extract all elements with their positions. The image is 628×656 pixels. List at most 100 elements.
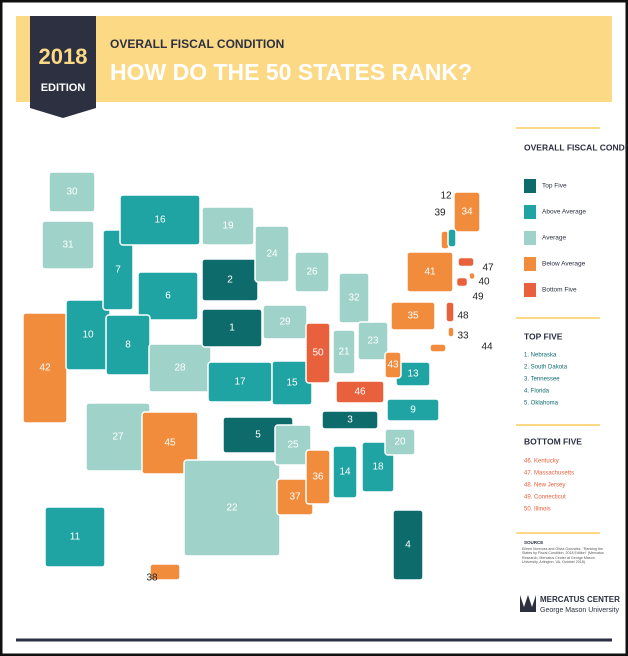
bottom-five-item: 50. Illinois bbox=[524, 507, 551, 513]
state-rank: 18 bbox=[372, 462, 384, 473]
state bbox=[447, 326, 455, 338]
state-rank: 13 bbox=[407, 369, 419, 380]
side-panel: OVERALL FISCAL CONDITION RANK TOP FIVE B… bbox=[516, 127, 628, 614]
legend-label: Below Average bbox=[542, 261, 586, 268]
state-rank: 31 bbox=[62, 240, 74, 251]
logo-org: George Mason University bbox=[540, 607, 619, 614]
state-rank: 34 bbox=[461, 207, 473, 218]
legend-label: Above Average bbox=[542, 209, 586, 216]
state bbox=[274, 424, 312, 466]
source-box: Eileen Norcross and Olivia Gonzalez, "Ra… bbox=[522, 547, 604, 565]
state-rank: 47 bbox=[482, 263, 494, 274]
state bbox=[332, 445, 358, 499]
state-rank: 27 bbox=[112, 432, 124, 443]
bottom-five-item: 47. Massachusetts bbox=[524, 471, 574, 477]
legend-swatch bbox=[524, 257, 536, 271]
header-title: HOW DO THE 50 STATES RANK? bbox=[110, 59, 472, 85]
top-five-item: 3. Tennessee bbox=[524, 377, 560, 383]
state-rank: 48 bbox=[457, 311, 469, 322]
state bbox=[141, 411, 199, 475]
state-rank: 41 bbox=[424, 267, 436, 278]
state-rank: 36 bbox=[312, 472, 324, 483]
logo: MERCATUS CENTER George Mason University bbox=[520, 595, 620, 614]
legend-label: Average bbox=[542, 235, 566, 242]
legend-label: Bottom Five bbox=[542, 287, 577, 294]
map: 3031421071668272845192117522242915253726… bbox=[22, 171, 494, 584]
state-rank: 35 bbox=[407, 311, 419, 322]
state-rank: 5 bbox=[255, 430, 261, 441]
state bbox=[429, 343, 447, 353]
state-rank: 2 bbox=[227, 275, 233, 286]
state-rank: 32 bbox=[348, 293, 360, 304]
state-rank: 44 bbox=[481, 342, 493, 353]
state bbox=[262, 304, 308, 340]
state-rank: 6 bbox=[165, 291, 171, 302]
legend-swatch bbox=[524, 205, 536, 219]
top-five-item: 1. Nebraska bbox=[524, 353, 557, 359]
header-kicker: OVERALL FISCAL CONDITION bbox=[110, 37, 284, 51]
state-rank: 3 bbox=[347, 415, 353, 426]
legend-swatch bbox=[524, 179, 536, 193]
state-rank: 20 bbox=[394, 437, 406, 448]
state bbox=[392, 509, 424, 581]
state bbox=[149, 563, 181, 581]
state-rank: 30 bbox=[66, 187, 78, 198]
state-rank: 46 bbox=[354, 387, 366, 398]
state-rank: 19 bbox=[222, 221, 234, 232]
state bbox=[447, 228, 457, 248]
state-rank: 40 bbox=[478, 277, 490, 288]
state bbox=[384, 351, 402, 379]
state-rank: 23 bbox=[367, 336, 379, 347]
bottom-five-item: 46. Kentucky bbox=[524, 459, 559, 465]
state-rank: 17 bbox=[234, 377, 246, 388]
state bbox=[254, 225, 290, 283]
bottom-five-title: BOTTOM FIVE bbox=[524, 436, 582, 446]
state bbox=[305, 322, 331, 384]
state bbox=[332, 329, 356, 375]
state bbox=[384, 428, 416, 456]
state bbox=[406, 251, 454, 293]
state-rank: 12 bbox=[440, 191, 452, 202]
state-rank: 49 bbox=[472, 292, 484, 303]
edition-tab bbox=[30, 16, 96, 118]
state-rank: 8 bbox=[125, 340, 131, 351]
state-rank: 11 bbox=[70, 532, 81, 543]
state bbox=[335, 380, 385, 404]
legend-title: OVERALL FISCAL CONDITION RANK bbox=[524, 142, 628, 152]
source-label: SOURCE bbox=[524, 540, 543, 545]
state-rank: 38 bbox=[146, 573, 158, 584]
state bbox=[321, 410, 379, 430]
header-band bbox=[16, 16, 612, 102]
state-rank: 24 bbox=[266, 249, 278, 260]
state bbox=[457, 256, 475, 268]
state-rank: 26 bbox=[306, 267, 318, 278]
state-rank: 7 bbox=[115, 265, 121, 276]
state-rank: 21 bbox=[338, 347, 350, 358]
state-rank: 16 bbox=[154, 215, 166, 226]
state-rank: 45 bbox=[164, 438, 176, 449]
state bbox=[468, 271, 476, 281]
top-five-item: 5. Oklahoma bbox=[524, 401, 559, 407]
top-five-item: 2. South Dakota bbox=[524, 365, 568, 371]
logo-mark bbox=[520, 595, 536, 612]
state bbox=[48, 171, 96, 213]
legend-swatch bbox=[524, 231, 536, 245]
state-rank: 28 bbox=[174, 363, 186, 374]
state bbox=[201, 206, 255, 246]
legend-swatch bbox=[524, 283, 536, 297]
state bbox=[44, 506, 106, 568]
state bbox=[445, 301, 455, 323]
state bbox=[386, 398, 440, 422]
bottom-five-item: 48. New Jersey bbox=[524, 483, 565, 489]
state-rank: 4 bbox=[405, 540, 411, 551]
edition-year: 2018 bbox=[39, 44, 88, 69]
edition-label: EDITION bbox=[41, 82, 86, 94]
state-rank: 10 bbox=[82, 330, 94, 341]
state bbox=[294, 251, 330, 293]
state bbox=[390, 301, 436, 331]
state-rank: 14 bbox=[339, 467, 351, 478]
state-rank: 39 bbox=[434, 208, 446, 219]
source-text: Eileen Norcross and Olivia Gonzalez, "Ra… bbox=[522, 547, 604, 565]
state bbox=[41, 220, 95, 270]
